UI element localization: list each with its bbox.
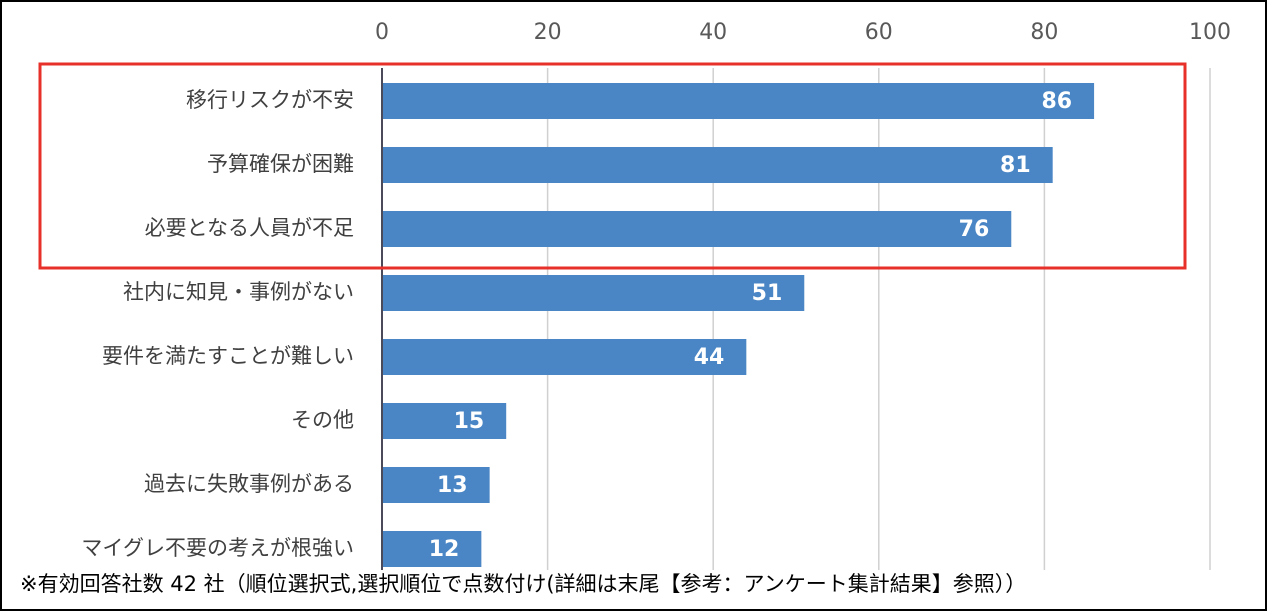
y-tick-label: 社内に知見・事例がない xyxy=(123,280,354,304)
y-tick-label: その他 xyxy=(291,408,354,432)
y-tick-label: マイグレ不要の考えが根強い xyxy=(81,536,354,560)
x-tick-label: 100 xyxy=(1189,20,1231,45)
value-label: 13 xyxy=(437,473,468,498)
value-label: 76 xyxy=(959,217,990,242)
y-tick-label: 過去に失敗事例がある xyxy=(144,472,354,496)
highlight-box xyxy=(38,62,1187,270)
bar xyxy=(382,467,490,503)
bars: 移行リスクが不安 86 予算確保が困難 81 必要となる人員が不足 76 社内に知見・事例が… xyxy=(81,68,1095,570)
bar xyxy=(382,83,1095,119)
footnote: ※有効回答社数 42 社（順位選択式,選択順位で点数付け(詳細は末尾【参考：アン… xyxy=(20,572,1026,596)
value-label: 44 xyxy=(694,345,725,370)
y-tick-label: 必要となる人員が不足 xyxy=(145,216,354,240)
value-label: 86 xyxy=(1041,89,1072,114)
value-label: 81 xyxy=(1000,153,1031,178)
y-tick-label: 移行リスクが不安 xyxy=(186,88,354,112)
bar xyxy=(382,211,1012,247)
value-label: 51 xyxy=(752,281,783,306)
value-label: 15 xyxy=(454,409,485,434)
bar xyxy=(382,339,747,375)
bar xyxy=(382,275,805,311)
x-tick-label: 0 xyxy=(375,20,389,45)
bar xyxy=(382,531,482,567)
x-tick-label: 20 xyxy=(534,20,562,45)
x-tick-label: 80 xyxy=(1030,20,1058,45)
value-label: 12 xyxy=(429,537,460,562)
y-tick-label: 予算確保が困難 xyxy=(207,152,354,176)
bar xyxy=(382,147,1053,183)
x-tick-label: 40 xyxy=(699,20,727,45)
y-tick-label: 要件を満たすことが難しい xyxy=(102,344,354,368)
x-tick-label: 60 xyxy=(865,20,893,45)
bar xyxy=(382,403,507,439)
